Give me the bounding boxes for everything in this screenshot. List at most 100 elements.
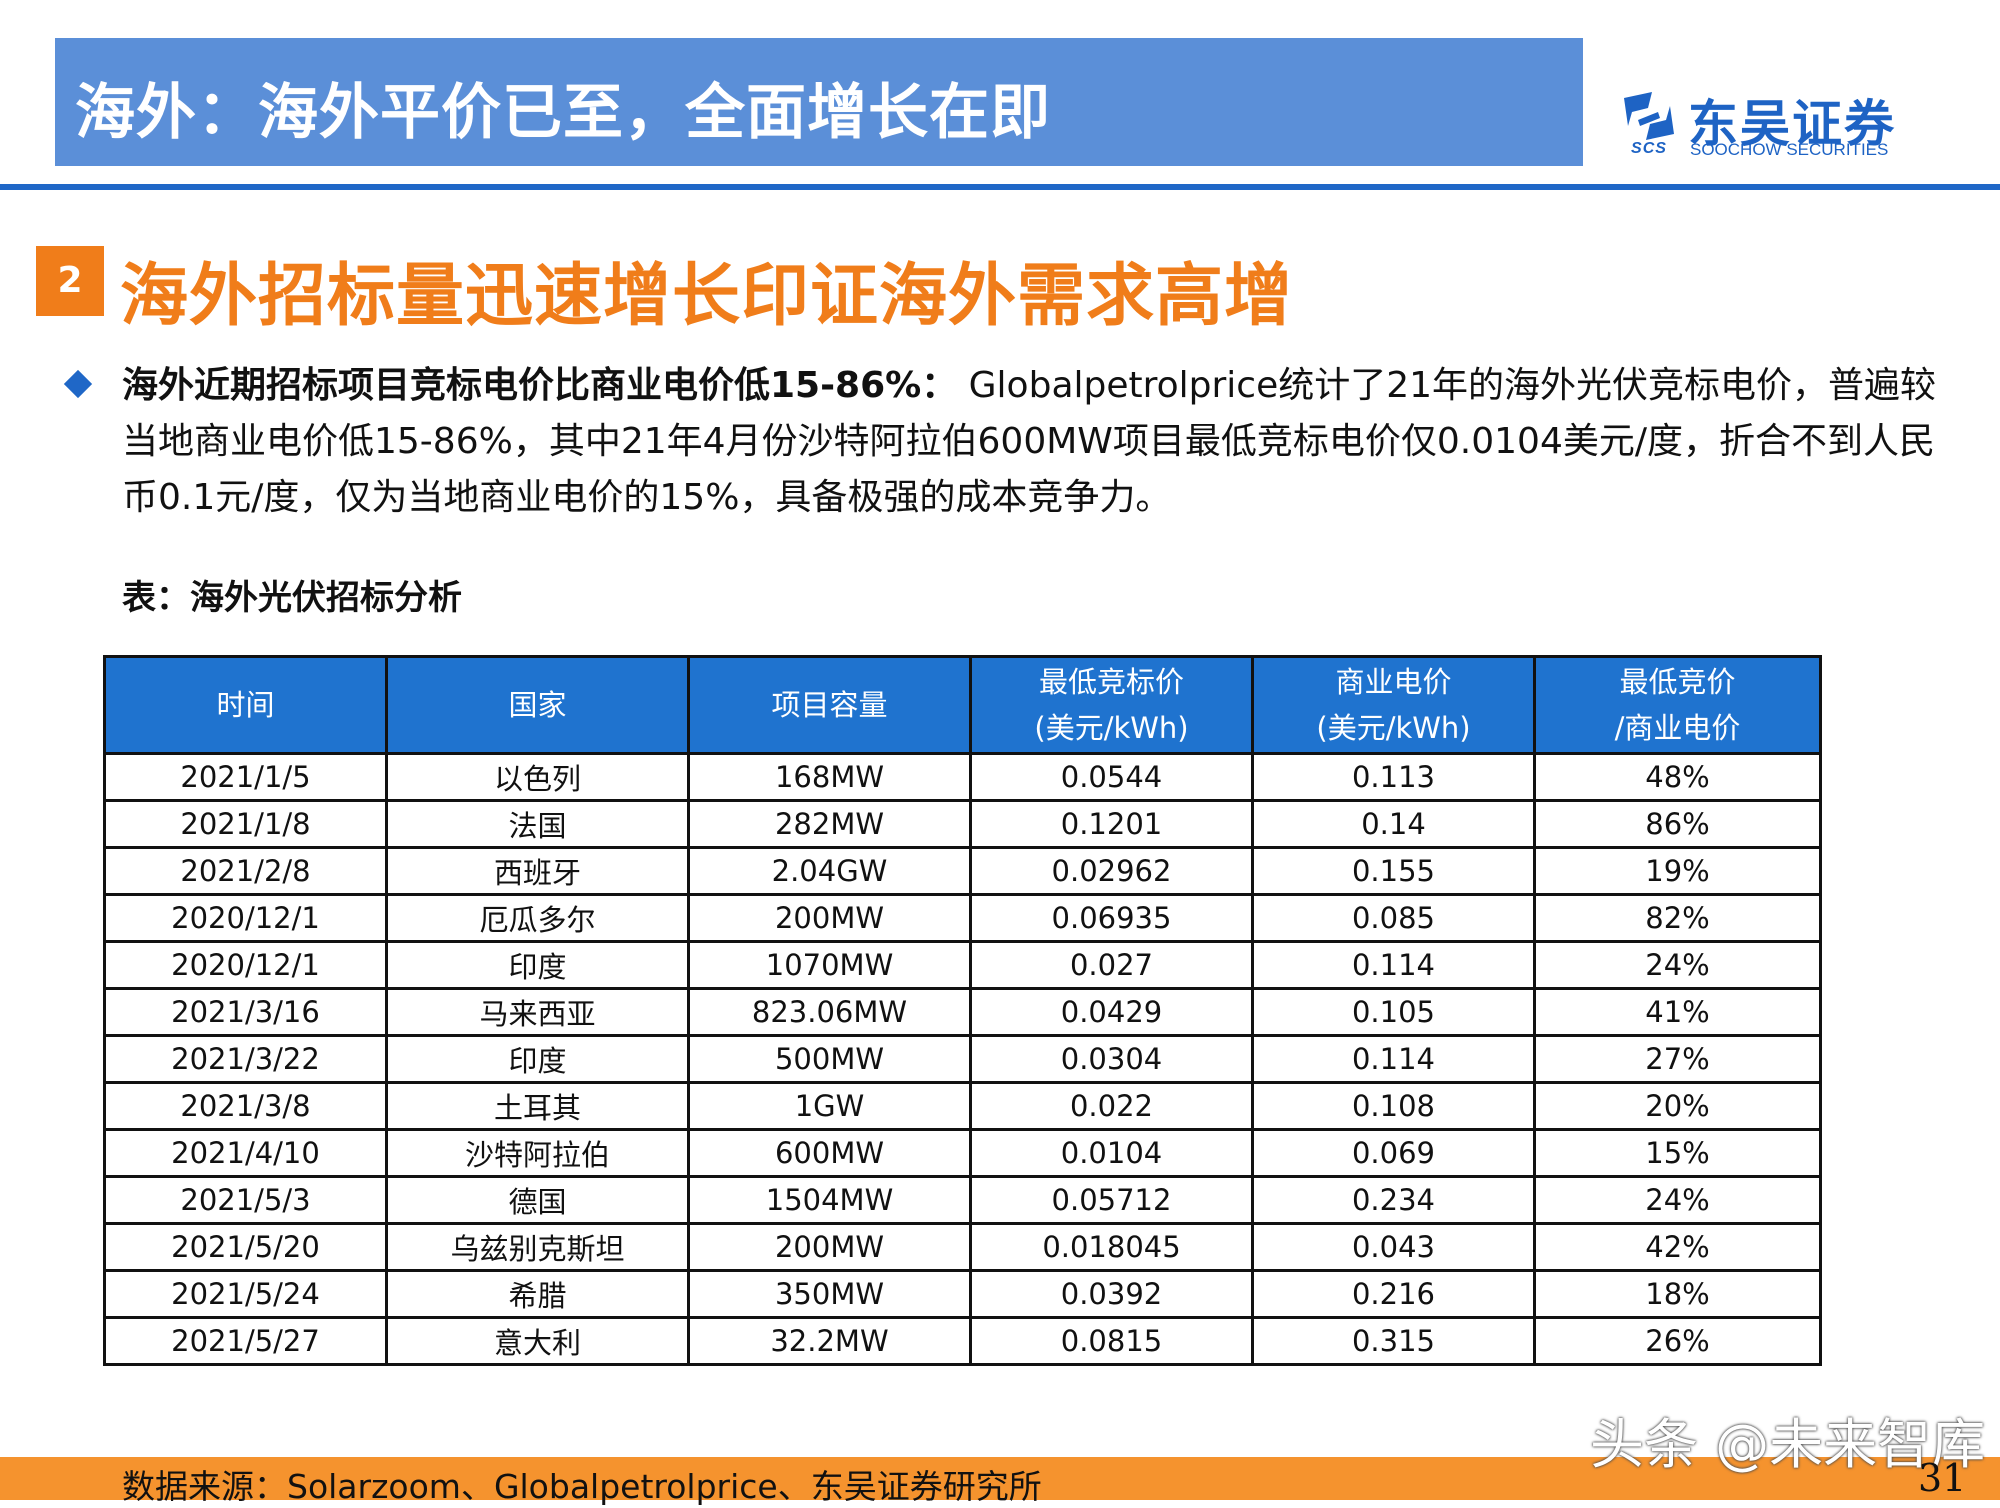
table-row: 2021/5/27 意大利 32.2MW 0.0815 0.315 26%: [103, 1316, 1822, 1366]
cell-ratio: 18%: [1533, 1269, 1822, 1319]
cell-ratio: 15%: [1533, 1128, 1822, 1178]
table-row: 2021/1/8 法国 282MW 0.1201 0.14 86%: [103, 799, 1822, 849]
cell-country: 德国: [385, 1175, 690, 1225]
cell-ratio: 26%: [1533, 1316, 1822, 1366]
cell-date: 2020/12/1: [103, 893, 388, 943]
cell-country: 法国: [385, 799, 690, 849]
cell-date: 2021/5/3: [103, 1175, 388, 1225]
company-logo: SCS 东吴证券 SOOCHOW SECURITIES: [1618, 90, 1908, 160]
data-source-note: 数据来源：Solarzoom、Globalpetrolprice、东吴证券研究所: [122, 1467, 1042, 1506]
cell-ratio: 27%: [1533, 1034, 1822, 1084]
cell-ratio: 24%: [1533, 940, 1822, 990]
page-title: 海外：海外平价已至，全面增长在即: [75, 78, 1051, 148]
page-number: 31: [1918, 1456, 1967, 1500]
cell-country: 沙特阿拉伯: [385, 1128, 690, 1178]
logo-name-cn: 东吴证券: [1688, 95, 1896, 153]
cell-date: 2021/2/8: [103, 846, 388, 896]
logo-abbrev: SCS: [1631, 140, 1667, 157]
table-row: 2020/12/1 印度 1070MW 0.027 0.114 24%: [103, 940, 1822, 990]
table-row: 2021/5/20 乌兹别克斯坦 200MW 0.018045 0.043 42%: [103, 1222, 1822, 1272]
cell-commercial-price: 0.113: [1251, 752, 1536, 802]
cell-capacity: 2.04GW: [687, 846, 972, 896]
bullet-bold-lead: 海外近期招标项目竞标电价比商业电价低15-86%：: [122, 365, 958, 406]
table-row: 2021/5/3 德国 1504MW 0.05712 0.234 24%: [103, 1175, 1822, 1225]
cell-country: 乌兹别克斯坦: [385, 1222, 690, 1272]
cell-commercial-price: 0.108: [1251, 1081, 1536, 1131]
cell-country: 以色列: [385, 752, 690, 802]
header-cell: 商业电价 (美元/kWh): [1251, 655, 1536, 755]
cell-commercial-price: 0.155: [1251, 846, 1536, 896]
cell-date: 2021/5/20: [103, 1222, 388, 1272]
table-row: 2021/3/16 马来西亚 823.06MW 0.0429 0.105 41%: [103, 987, 1822, 1037]
table-caption: 表：海外光伏招标分析: [122, 578, 462, 618]
table-row: 2021/1/5 以色列 168MW 0.0544 0.113 48%: [103, 752, 1822, 802]
cell-min-bid: 0.0815: [969, 1316, 1254, 1366]
tender-table: 时间 国家 项目容量 最低竞标价 (美元/kWh) 商业电价 (美元/kWh) 最低…: [103, 655, 1822, 1366]
cell-min-bid: 0.0392: [969, 1269, 1254, 1319]
cell-min-bid: 0.022: [969, 1081, 1254, 1131]
cell-min-bid: 0.018045: [969, 1222, 1254, 1272]
table-row: 2021/5/24 希腊 350MW 0.0392 0.216 18%: [103, 1269, 1822, 1319]
cell-min-bid: 0.05712: [969, 1175, 1254, 1225]
cell-capacity: 32.2MW: [687, 1316, 972, 1366]
cell-min-bid: 0.02962: [969, 846, 1254, 896]
table-header-row: 时间 国家 项目容量 最低竞标价 (美元/kWh) 商业电价 (美元/kWh) 最低…: [103, 655, 1822, 755]
cell-date: 2021/5/24: [103, 1269, 388, 1319]
cell-commercial-price: 0.069: [1251, 1128, 1536, 1178]
cell-country: 土耳其: [385, 1081, 690, 1131]
cell-date: 2021/1/5: [103, 752, 388, 802]
header-cell: 国家: [385, 655, 690, 755]
cell-capacity: 600MW: [687, 1128, 972, 1178]
cell-country: 希腊: [385, 1269, 690, 1319]
table-row: 2021/4/10 沙特阿拉伯 600MW 0.0104 0.069 15%: [103, 1128, 1822, 1178]
header-cell: 时间: [103, 655, 388, 755]
cell-date: 2021/1/8: [103, 799, 388, 849]
cell-capacity: 200MW: [687, 1222, 972, 1272]
cell-commercial-price: 0.114: [1251, 1034, 1536, 1084]
header-cell: 项目容量: [687, 655, 972, 755]
cell-capacity: 1GW: [687, 1081, 972, 1131]
cell-capacity: 282MW: [687, 799, 972, 849]
cell-ratio: 86%: [1533, 799, 1822, 849]
diamond-bullet-icon: [63, 369, 93, 399]
bullet-body: Globalpetrolprice统计了21年的海外光伏竞标电价，普遍较当地商业…: [122, 365, 1937, 518]
cell-commercial-price: 0.234: [1251, 1175, 1536, 1225]
cell-ratio: 42%: [1533, 1222, 1822, 1272]
cell-commercial-price: 0.085: [1251, 893, 1536, 943]
cell-min-bid: 0.1201: [969, 799, 1254, 849]
logo-mark-icon: [1624, 92, 1674, 140]
cell-commercial-price: 0.105: [1251, 987, 1536, 1037]
cell-date: 2021/3/8: [103, 1081, 388, 1131]
cell-country: 马来西亚: [385, 987, 690, 1037]
cell-capacity: 168MW: [687, 752, 972, 802]
cell-min-bid: 0.0544: [969, 752, 1254, 802]
cell-capacity: 200MW: [687, 893, 972, 943]
cell-min-bid: 0.06935: [969, 893, 1254, 943]
header-bar: 海外：海外平价已至，全面增长在即: [55, 38, 1583, 166]
cell-min-bid: 0.0104: [969, 1128, 1254, 1178]
cell-ratio: 48%: [1533, 752, 1822, 802]
cell-country: 意大利: [385, 1316, 690, 1366]
watermark-text: 头条 @未来智库: [1590, 1413, 1986, 1476]
table-row: 2021/3/22 印度 500MW 0.0304 0.114 27%: [103, 1034, 1822, 1084]
cell-date: 2021/5/27: [103, 1316, 388, 1366]
section-number-badge: 2: [36, 246, 104, 316]
cell-min-bid: 0.027: [969, 940, 1254, 990]
cell-ratio: 41%: [1533, 987, 1822, 1037]
cell-commercial-price: 0.114: [1251, 940, 1536, 990]
bullet-paragraph: 海外近期招标项目竞标电价比商业电价低15-86%： Globalpetrolpr…: [122, 358, 1952, 526]
logo-name-en: SOOCHOW SECURITIES: [1690, 140, 1889, 159]
header-divider: [0, 184, 2000, 190]
cell-commercial-price: 0.043: [1251, 1222, 1536, 1272]
cell-capacity: 350MW: [687, 1269, 972, 1319]
cell-capacity: 823.06MW: [687, 987, 972, 1037]
cell-country: 印度: [385, 1034, 690, 1084]
table-row: 2021/2/8 西班牙 2.04GW 0.02962 0.155 19%: [103, 846, 1822, 896]
footer-strip: [0, 1457, 2000, 1500]
cell-country: 印度: [385, 940, 690, 990]
cell-min-bid: 0.0429: [969, 987, 1254, 1037]
cell-country: 厄瓜多尔: [385, 893, 690, 943]
cell-min-bid: 0.0304: [969, 1034, 1254, 1084]
cell-capacity: 500MW: [687, 1034, 972, 1084]
cell-date: 2021/3/22: [103, 1034, 388, 1084]
